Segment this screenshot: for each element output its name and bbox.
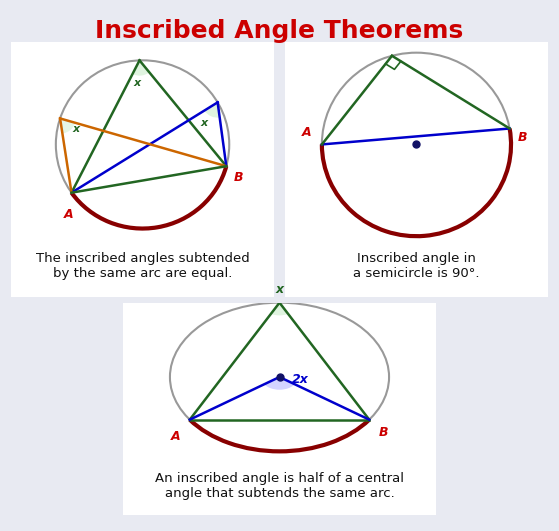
Text: x: x bbox=[201, 118, 208, 127]
Text: x: x bbox=[72, 124, 79, 134]
Text: A: A bbox=[302, 126, 311, 139]
FancyBboxPatch shape bbox=[8, 40, 277, 300]
Text: 2x: 2x bbox=[292, 373, 309, 386]
Wedge shape bbox=[60, 118, 75, 134]
Wedge shape bbox=[132, 61, 149, 75]
Wedge shape bbox=[205, 102, 220, 118]
FancyBboxPatch shape bbox=[120, 301, 439, 517]
Wedge shape bbox=[271, 303, 288, 315]
Text: x: x bbox=[134, 78, 140, 88]
Text: A: A bbox=[64, 208, 74, 221]
FancyBboxPatch shape bbox=[282, 40, 551, 300]
Text: Inscribed Angle Theorems: Inscribed Angle Theorems bbox=[96, 19, 463, 42]
Text: B: B bbox=[378, 426, 388, 439]
Text: An inscribed angle is half of a central
angle that subtends the same arc.: An inscribed angle is half of a central … bbox=[155, 472, 404, 500]
Wedge shape bbox=[264, 377, 295, 390]
Text: Inscribed angle in
a semicircle is 90°.: Inscribed angle in a semicircle is 90°. bbox=[353, 252, 480, 279]
Text: x: x bbox=[276, 284, 283, 296]
Text: The inscribed angles subtended
by the same arc are equal.: The inscribed angles subtended by the sa… bbox=[36, 252, 249, 279]
Text: B: B bbox=[518, 131, 527, 144]
Text: A: A bbox=[170, 430, 181, 443]
Text: B: B bbox=[234, 172, 244, 184]
